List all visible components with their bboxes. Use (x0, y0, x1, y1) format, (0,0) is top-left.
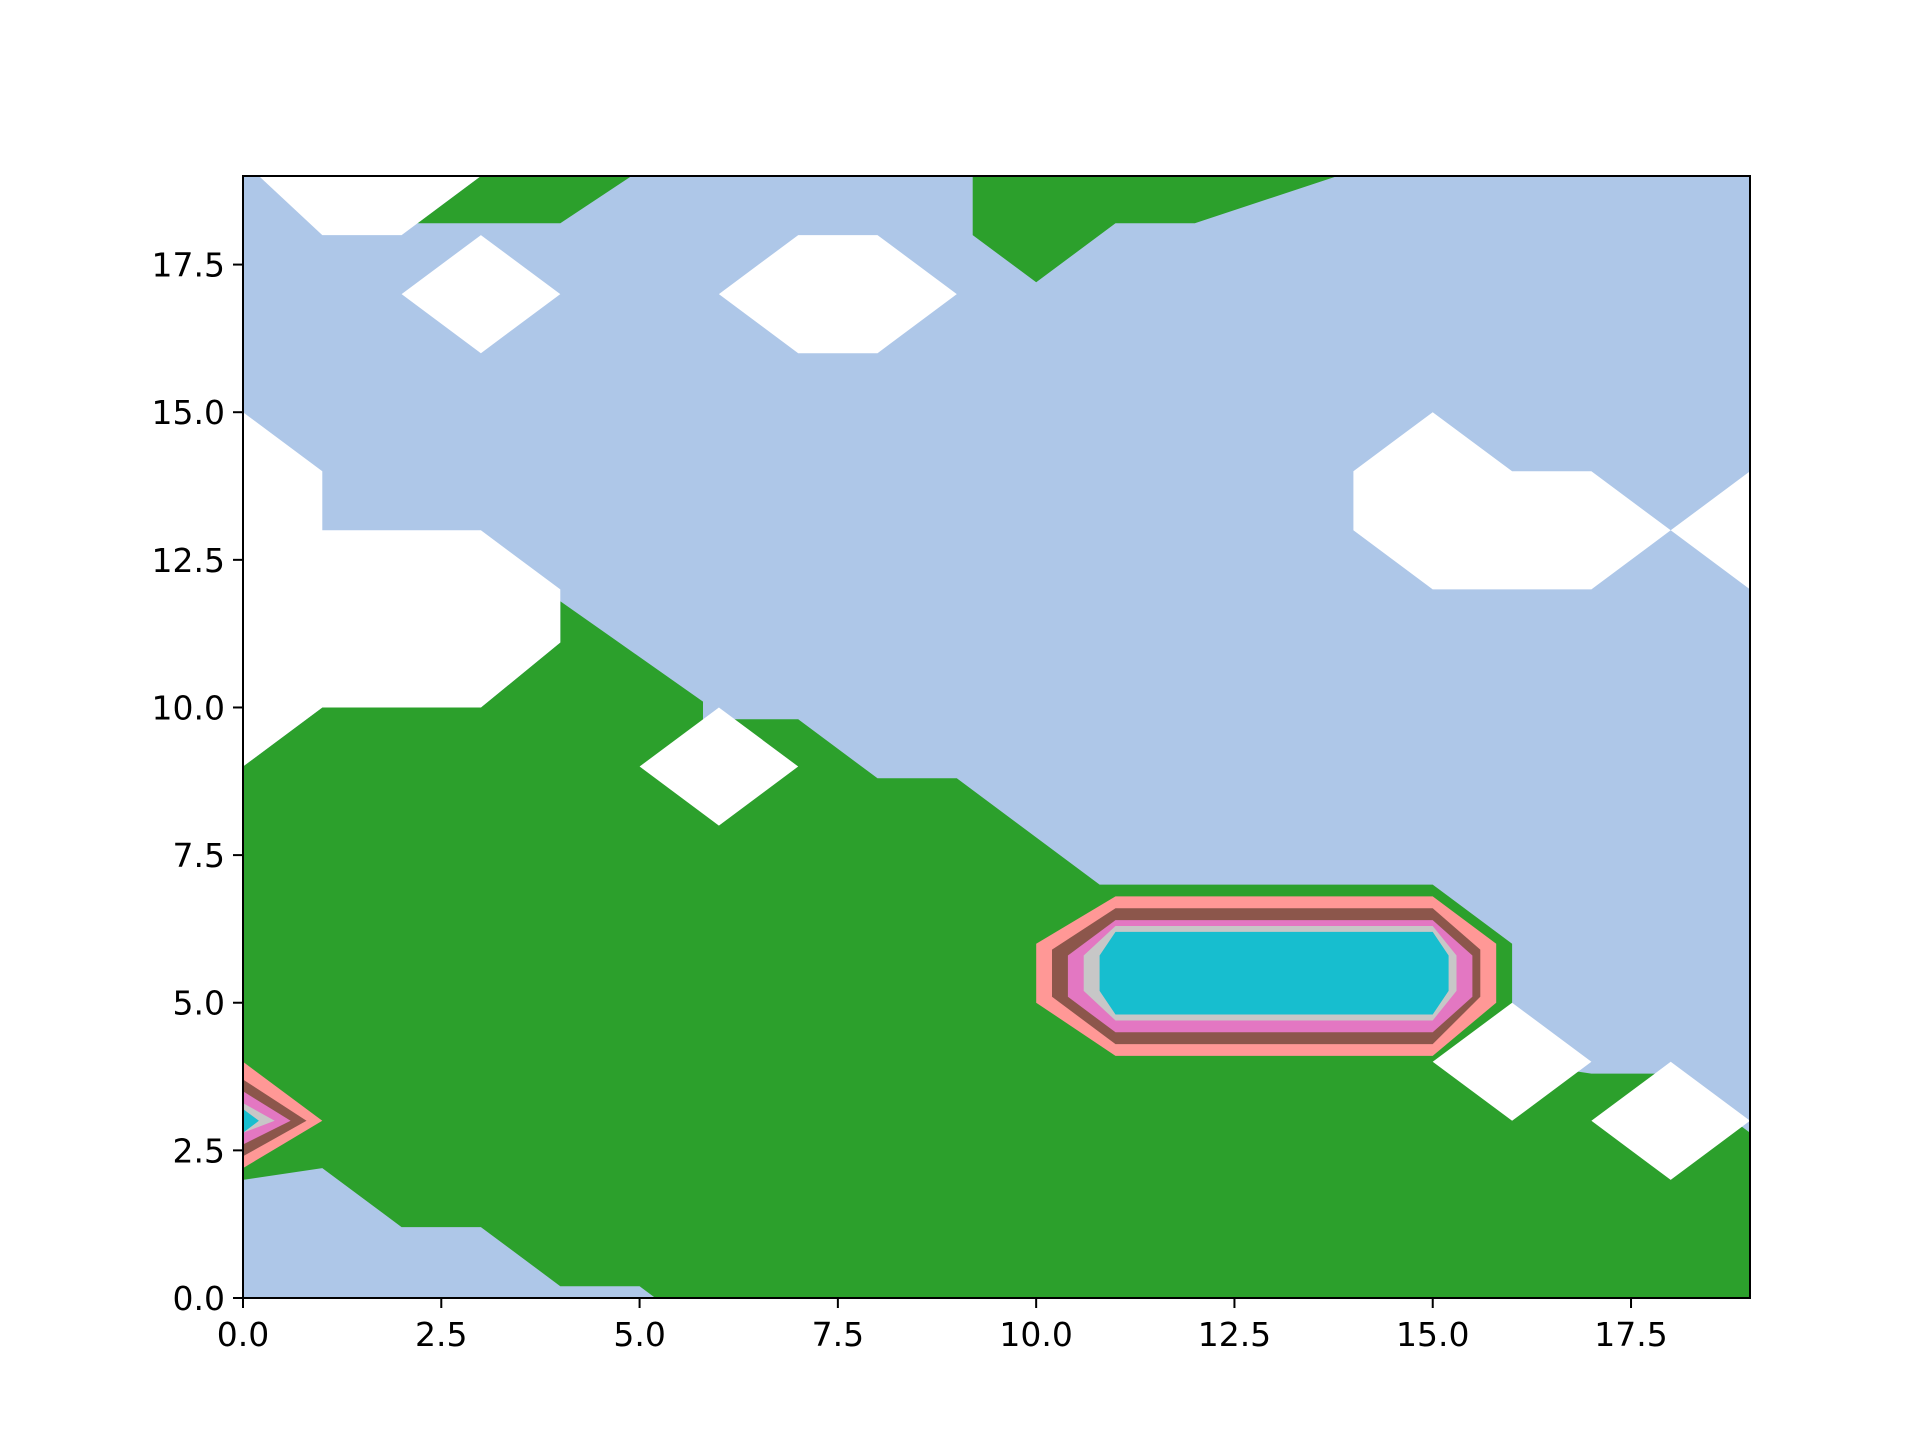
y-axis: 0.0 2.5 5.0 7.5 10.0 12.5 15.0 17.5 (152, 246, 243, 1318)
contour-region-21 (243, 1109, 259, 1133)
contour-region-16 (1099, 931, 1449, 1015)
x-tick-label: 2.5 (415, 1315, 467, 1354)
contour-region-11 (1591, 1061, 1750, 1180)
contour-region-8 (1670, 471, 1750, 590)
x-axis: 0.0 2.5 5.0 7.5 10.0 12.5 15.0 17.5 (217, 1298, 1668, 1354)
x-tick-label: 15.0 (1396, 1315, 1469, 1354)
x-tick-label: 17.5 (1594, 1315, 1667, 1354)
contour-region-5 (718, 235, 957, 354)
x-tick-label: 12.5 (1198, 1315, 1271, 1354)
y-tick-label: 15.0 (152, 393, 225, 432)
y-tick-label: 5.0 (173, 984, 225, 1023)
contour-region-4 (401, 235, 561, 354)
contour-regions (243, 176, 1750, 1298)
x-tick-label: 7.5 (812, 1315, 864, 1354)
x-tick-label: 10.0 (999, 1315, 1072, 1354)
x-tick-label: 0.0 (217, 1315, 269, 1354)
contour-region-9 (639, 707, 799, 826)
contour-region-10 (1432, 1002, 1592, 1121)
y-tick-label: 12.5 (152, 541, 225, 580)
y-tick-label: 2.5 (173, 1131, 225, 1170)
contour-region-1 (417, 176, 632, 224)
y-tick-label: 17.5 (152, 246, 225, 285)
contour-region-7 (1353, 412, 1671, 590)
plot-frame (242, 175, 1751, 1299)
x-tick-label: 5.0 (613, 1315, 665, 1354)
contour-region-6 (243, 412, 561, 767)
contour-region-2 (972, 176, 1338, 283)
y-tick-label: 7.5 (173, 836, 225, 875)
contour-region-3 (258, 176, 481, 236)
contour-region-0 (243, 601, 1750, 1298)
y-tick-label: 10.0 (152, 688, 225, 727)
y-tick-label: 0.0 (173, 1279, 225, 1318)
